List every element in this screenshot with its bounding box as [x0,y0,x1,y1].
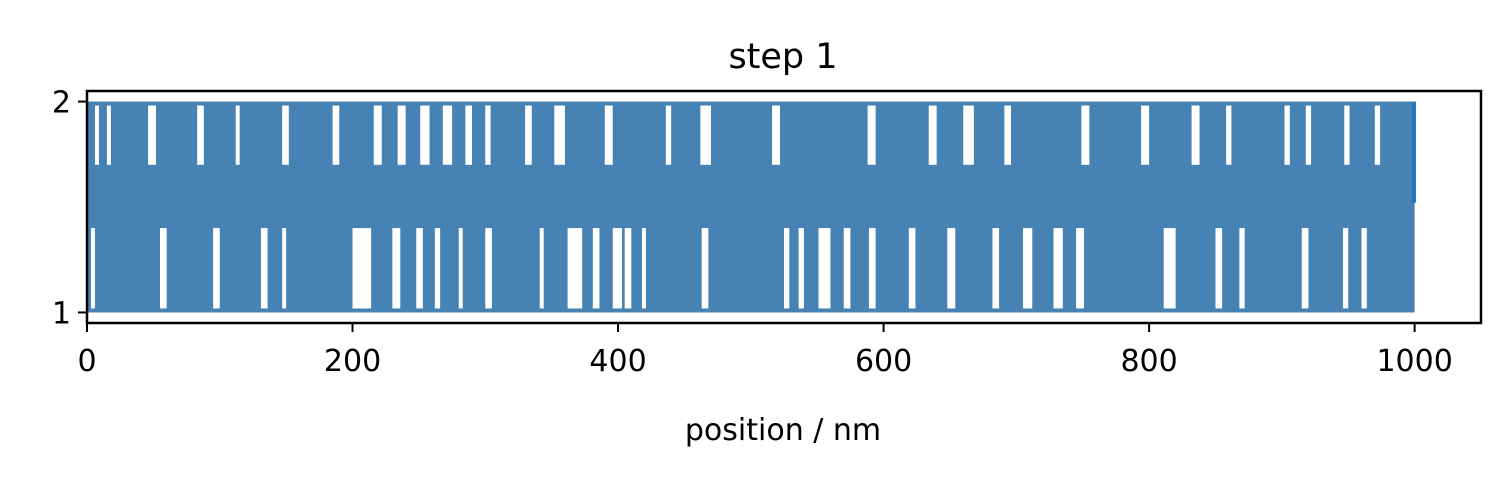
high-gap-16 [665,105,672,165]
plot-frame [85,89,1483,325]
low-gap-24 [947,228,956,309]
high-gap-0 [94,105,99,165]
x-axis-ticks: 0 200 400 600 800 1000 [77,323,1453,379]
high-gap-9 [420,105,430,165]
series-end-segment [1411,101,1416,203]
high-gap-26 [1226,105,1232,165]
high-gap-23 [1081,105,1090,165]
low-gap-26 [1022,228,1033,309]
high-gap-12 [485,105,491,165]
low-gap-25 [992,228,1000,309]
high-gap-14 [554,105,565,165]
high-gap-17 [700,105,711,165]
x-tick-label: 400 [589,344,646,379]
y-tick-label: 1 [52,296,71,331]
high-gap-4 [235,105,240,165]
high-gap-22 [1004,105,1012,165]
low-gap-12 [567,228,583,309]
low-gap-11 [539,228,544,309]
high-gap-1 [106,105,111,165]
high-gap-18 [772,105,781,165]
low-gap-22 [868,228,876,309]
low-gap-19 [798,228,804,309]
x-tick-label: 800 [1120,344,1177,379]
low-gap-30 [1215,228,1223,309]
low-gap-29 [1163,228,1176,309]
high-gap-30 [1374,105,1381,165]
high-gap-13 [525,105,532,165]
plot-area [87,101,1416,313]
low-gap-28 [1076,228,1085,309]
high-gap-6 [332,105,340,165]
high-gap-8 [397,105,406,165]
low-gap-1 [160,228,167,309]
high-gap-3 [197,105,204,165]
high-gap-5 [282,105,289,165]
low-gap-6 [392,228,401,309]
y-axis-ticks: 12 [52,86,87,331]
high-gap-10 [442,105,453,165]
high-gap-25 [1191,105,1200,165]
high-gap-27 [1284,105,1290,165]
high-gap-7 [373,105,382,165]
x-tick-label: 0 [77,344,96,379]
x-tick-label: 200 [324,344,381,379]
low-gap-18 [784,228,790,309]
high-gap-19 [867,105,876,165]
low-gap-13 [592,228,600,309]
low-gap-17 [701,228,709,309]
x-axis-title: position / nm [685,413,881,448]
low-gap-14 [612,228,623,309]
low-gap-15 [624,228,632,309]
high-gap-21 [963,105,974,165]
low-gap-9 [458,228,463,309]
low-gap-4 [282,228,287,309]
high-gap-29 [1344,105,1350,165]
low-gap-31 [1239,228,1245,309]
high-gap-11 [465,105,473,165]
low-gap-34 [1361,228,1367,309]
high-gap-2 [148,105,157,165]
low-gap-33 [1342,228,1349,309]
low-gap-0 [90,228,95,309]
x-tick-label: 1000 [1376,344,1452,379]
high-gap-20 [928,105,937,165]
low-gap-2 [213,228,220,309]
low-gap-7 [416,228,423,309]
low-gap-27 [1053,228,1063,309]
y-tick-label: 2 [52,86,71,121]
low-gap-5 [352,228,372,309]
high-gap-28 [1305,105,1312,165]
low-gap-21 [843,228,851,309]
low-gap-23 [908,228,916,309]
low-gap-20 [818,228,831,309]
low-gap-10 [485,228,492,309]
low-gap-32 [1301,228,1309,309]
high-gap-15 [604,105,613,165]
low-gap-3 [260,228,268,309]
high-gap-24 [1141,105,1150,165]
chart-title: step 1 [728,37,837,77]
low-gap-8 [434,228,441,309]
low-gap-16 [641,228,646,309]
x-tick-label: 600 [855,344,912,379]
